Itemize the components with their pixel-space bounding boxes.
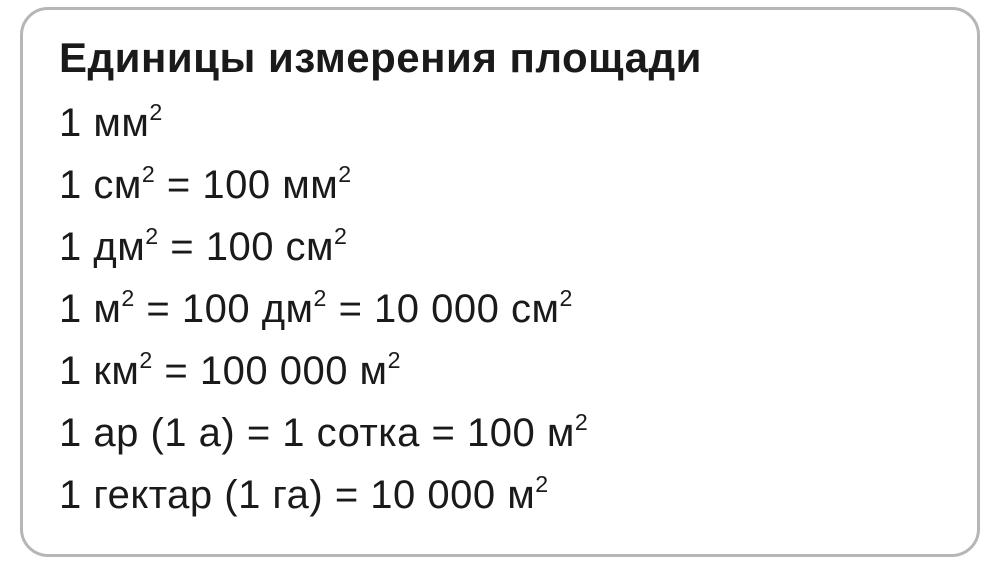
line-text: = 100 см [159,225,334,269]
line-text: = 100 000 м [153,349,388,393]
line-text: 1 ар (1 а) = 1 сотка = 100 м [59,411,575,455]
line-text: 1 дм [59,225,145,269]
line-text: = 100 мм [155,163,338,207]
line-text: 1 см [59,163,142,207]
line-text: = 10 000 см [327,287,560,331]
line-text: 1 м [59,287,121,331]
superscript: 2 [145,223,158,249]
superscript: 2 [334,223,347,249]
unit-line: 1 м2 = 100 дм2 = 10 000 см2 [59,278,941,340]
unit-line: 1 гектар (1 га) = 10 000 м2 [59,464,941,526]
superscript: 2 [121,285,134,311]
superscript: 2 [149,99,162,125]
unit-line: 1 дм2 = 100 см2 [59,216,941,278]
unit-line: 1 км2 = 100 000 м2 [59,340,941,402]
line-text: 1 мм [59,101,149,145]
units-card: Единицы измерения площади 1 мм21 см2 = 1… [20,7,980,557]
line-text: 1 гектар (1 га) = 10 000 м [59,473,535,517]
superscript: 2 [575,409,588,435]
superscript: 2 [314,285,327,311]
unit-line: 1 см2 = 100 мм2 [59,154,941,216]
lines-container: 1 мм21 см2 = 100 мм21 дм2 = 100 см21 м2 … [59,92,941,526]
superscript: 2 [338,161,351,187]
unit-line: 1 мм2 [59,92,941,154]
unit-line: 1 ар (1 а) = 1 сотка = 100 м2 [59,402,941,464]
superscript: 2 [560,285,573,311]
line-text: = 100 дм [135,287,314,331]
superscript: 2 [142,161,155,187]
superscript: 2 [535,471,548,497]
superscript: 2 [139,347,152,373]
card-title: Единицы измерения площади [59,34,941,82]
line-text: 1 км [59,349,139,393]
superscript: 2 [388,347,401,373]
